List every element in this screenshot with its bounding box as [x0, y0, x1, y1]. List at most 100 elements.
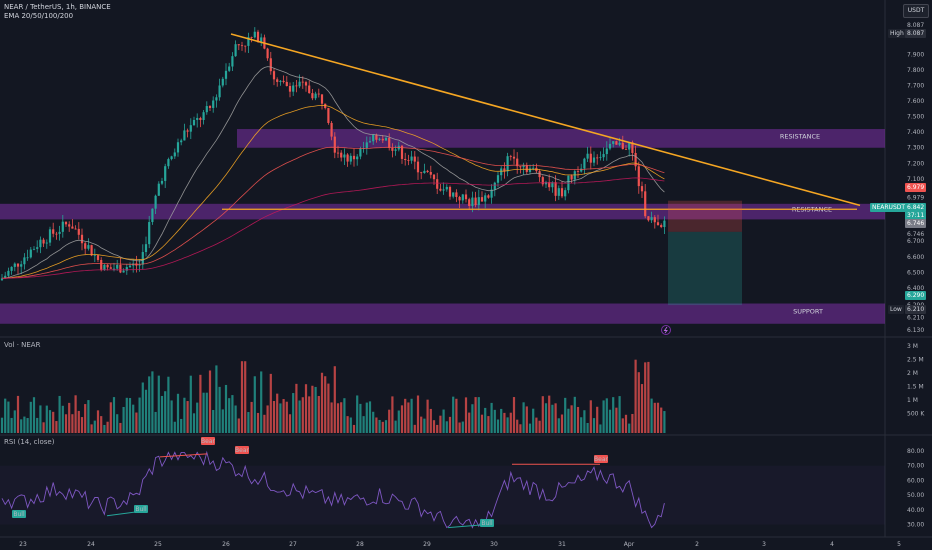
currency-button[interactable]: USDT [903, 4, 929, 18]
candle-body [423, 170, 426, 174]
volume-bar [32, 397, 36, 433]
volume-bar [330, 402, 333, 433]
candle-body [490, 189, 493, 198]
volume-bar [324, 376, 327, 433]
volume-tick: 2.5 M [907, 357, 924, 364]
bull-badge-bg [134, 505, 148, 513]
volume-bar [368, 401, 372, 433]
candle-body [23, 257, 26, 265]
low-label: Low [888, 305, 904, 314]
candle-body [84, 243, 87, 249]
rsi-band [0, 465, 885, 525]
candle-body [48, 229, 52, 243]
candle-body [644, 191, 647, 217]
volume-bar [496, 419, 500, 433]
candle-body [272, 71, 276, 80]
candle-body [445, 186, 448, 190]
candle-body [624, 149, 628, 150]
candle-body [656, 222, 660, 226]
volume-bar [132, 404, 135, 433]
volume-bar [650, 398, 653, 433]
volume-bar [512, 397, 516, 433]
candle-body [90, 245, 93, 256]
volume-bar [157, 375, 160, 433]
candle-body [612, 141, 615, 144]
volume-bar [138, 397, 141, 433]
candle-body [471, 197, 474, 206]
candle-body [160, 180, 164, 184]
time-tick: 26 [222, 541, 230, 548]
volume-bar [394, 420, 397, 433]
candle-body [138, 264, 141, 266]
candle-body [304, 82, 308, 86]
ema-100-line [2, 146, 665, 279]
volume-bar [493, 409, 496, 433]
candle-body [77, 228, 80, 235]
candle-body [512, 156, 516, 159]
candle-body [589, 153, 592, 163]
low-value-tag: 6.210 [905, 305, 927, 314]
candle-body [493, 182, 496, 190]
candle-body [455, 192, 458, 197]
candle-body [464, 194, 468, 200]
volume-bar [106, 421, 109, 433]
volume-bar [375, 417, 378, 433]
candle-body [269, 58, 272, 72]
candle-body [416, 161, 420, 173]
candle-body [420, 172, 423, 174]
volume-bar [164, 391, 167, 433]
volume-bar [471, 404, 474, 433]
price-tick: 7.300 [907, 145, 924, 152]
volume-bar [503, 412, 506, 433]
volume-bar [292, 393, 295, 433]
volume-bar [244, 361, 247, 433]
volume-bar [0, 417, 4, 433]
volume-bar [567, 408, 570, 433]
candle-body [301, 81, 304, 83]
volume-bar [42, 422, 45, 433]
candle-body [7, 270, 10, 276]
candle-body [372, 134, 375, 142]
volume-bar [272, 401, 276, 433]
candle-body [388, 137, 391, 148]
volume-bar [519, 424, 522, 433]
volume-bar [205, 392, 208, 433]
volume-bar [23, 416, 26, 433]
descending-trendline [230, 33, 861, 207]
candle-body [599, 157, 602, 159]
ema-legend[interactable]: EMA 20/50/100/200 [4, 12, 74, 20]
volume-bar [317, 396, 320, 433]
volume-bar [151, 371, 154, 433]
volume-bar [80, 417, 84, 433]
candle-body [564, 190, 567, 197]
candle-body [100, 259, 103, 270]
volume-bar [45, 405, 48, 433]
candle-body [282, 80, 285, 82]
candle-body [327, 108, 330, 123]
candle-body [560, 188, 564, 197]
volume-bar [628, 423, 631, 433]
candle-body [285, 81, 288, 87]
volume-bar [560, 414, 564, 433]
volume-bar [596, 406, 599, 433]
volume-bar [640, 384, 644, 433]
candle-body [400, 145, 404, 159]
volume-bar [544, 403, 548, 433]
volume-bar [288, 414, 292, 433]
candle-body [26, 257, 29, 259]
volume-bar [234, 405, 237, 433]
candle-body [295, 85, 298, 87]
candle-body [647, 216, 650, 221]
candle-body [39, 239, 42, 248]
time-tick: 28 [356, 541, 364, 548]
candle-body [615, 141, 618, 145]
volume-bar [621, 418, 624, 433]
volume-legend[interactable]: Vol · NEAR [4, 341, 41, 349]
volume-bar [602, 400, 605, 433]
volume-bar [64, 414, 68, 433]
volume-tick: 1.5 M [907, 384, 924, 391]
rsi-legend[interactable]: RSI (14, close) [4, 438, 55, 446]
candle-body [663, 220, 666, 228]
candle-body [413, 156, 416, 162]
